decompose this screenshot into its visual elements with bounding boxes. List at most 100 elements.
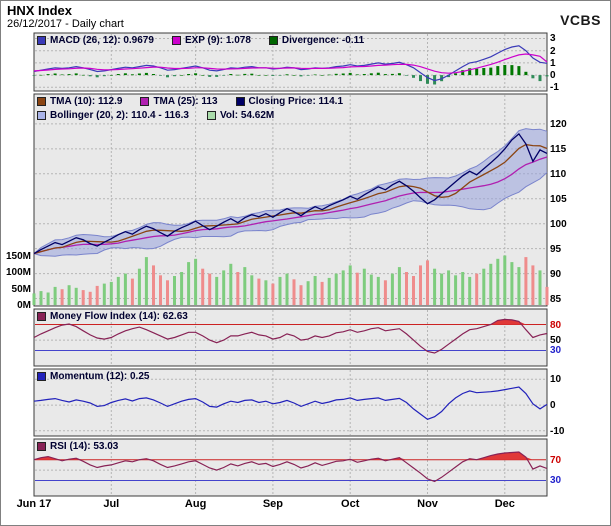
divergence-histogram-bar (159, 75, 162, 76)
divergence-histogram-bar (116, 74, 120, 76)
volume-bar (250, 275, 254, 305)
mfi-y-tick-label: 30 (550, 345, 562, 357)
divergence-histogram-bar (524, 71, 528, 76)
volume-bar (257, 278, 261, 305)
legend-item: Closing Price: 114.1 (235, 96, 343, 107)
price-y-tick-label: 100 (550, 218, 567, 230)
volume-bar (419, 265, 422, 305)
divergence-histogram-bar (194, 73, 198, 76)
divergence-histogram-bar (180, 75, 184, 76)
divergence-histogram-bar (510, 65, 514, 76)
divergence-histogram-bar (137, 73, 141, 76)
price-y-tick-label: 85 (550, 293, 562, 305)
divergence-histogram-bar (299, 75, 303, 77)
volume-bar (222, 270, 226, 305)
volume-bar (531, 265, 535, 305)
divergence-histogram-bar (166, 75, 169, 78)
divergence-histogram-bar (74, 73, 78, 76)
divergence-histogram-bar (32, 75, 36, 76)
volume-bar (102, 283, 106, 305)
divergence-histogram-bar (454, 73, 458, 76)
volume-bar (433, 268, 437, 305)
volume-bar (524, 257, 528, 305)
divergence-histogram-bar (229, 74, 233, 76)
volume-bar (159, 275, 162, 305)
divergence-histogram-bar (348, 72, 352, 76)
divergence-histogram-bar (362, 74, 366, 76)
legend-item: Bollinger (20, 2): 110.4 - 116.3 (37, 110, 189, 121)
divergence-histogram-bar (250, 73, 254, 76)
divergence-histogram-bar (341, 73, 345, 76)
bollinger-band (34, 128, 547, 257)
volume-bar (152, 265, 155, 305)
divergence-histogram-bar (271, 75, 275, 76)
divergence-histogram-bar (187, 74, 191, 76)
volume-bar (320, 281, 324, 305)
divergence-histogram-bar (461, 70, 465, 76)
macd-y-tick-label: 3 (550, 33, 556, 45)
volume-bar (201, 268, 205, 305)
mfi-y-tick-label: 50 (550, 335, 562, 347)
volume-bar (95, 285, 99, 305)
legend-row-main2: Bollinger (20, 2): 110.4 - 116.3 Vol: 54.… (37, 110, 274, 121)
rsi-line (33, 451, 548, 483)
volume-bar (137, 268, 141, 305)
divergence-histogram-bar (503, 65, 507, 76)
divergence-histogram-bar (53, 73, 57, 76)
divergence-histogram-bar (130, 74, 134, 76)
divergence-histogram-bar (95, 75, 99, 78)
volume-bar (278, 276, 282, 305)
volume-bar (292, 279, 296, 305)
divergence-histogram-bar (468, 68, 472, 76)
volume-bar (187, 262, 191, 305)
price-y-tick-label: 120 (550, 118, 567, 130)
volume-bar (32, 293, 36, 305)
volume-bar (39, 291, 43, 305)
legend-item: EXP (9): 1.078 (171, 35, 251, 46)
legend-label: Money Flow Index (14): 62.63 (50, 311, 188, 322)
legend-item: Momentum (12): 0.25 (37, 371, 149, 382)
legend-item: Money Flow Index (14): 62.63 (37, 311, 188, 322)
legend-swatch-icon (37, 442, 46, 451)
volume-bar (390, 273, 394, 305)
volume-y-tick-label: 0M (17, 300, 31, 311)
divergence-histogram-bar (482, 68, 486, 76)
volume-bar (355, 272, 359, 305)
volume-bar (341, 270, 345, 305)
divergence-histogram-bar (39, 74, 43, 76)
rsi-y-tick-label: 30 (550, 475, 562, 487)
divergence-histogram-bar (257, 75, 261, 76)
legend-item: TMA (25): 113 (140, 96, 218, 107)
divergence-histogram-bar (144, 72, 148, 76)
divergence-histogram-bar (243, 73, 247, 76)
legend-item: RSI (14): 53.03 (37, 441, 118, 452)
closing-price-line (33, 132, 548, 255)
volume-bar (405, 272, 408, 305)
rsi-overbought-fill (34, 452, 547, 460)
volume-bar (334, 273, 338, 305)
volume-bar (503, 255, 507, 305)
divergence-histogram-bar (292, 75, 296, 76)
divergence-histogram-bar (405, 75, 408, 76)
momentum-y-tick-label: 0 (550, 400, 556, 412)
legend-label: Divergence: -0.11 (281, 35, 365, 46)
legend-swatch-icon (268, 36, 278, 45)
volume-bar (81, 290, 85, 305)
legend-swatch-icon (37, 97, 46, 106)
legend-row-mfi: Money Flow Index (14): 62.63 (37, 311, 188, 322)
legend-label: Vol: 54.62M (219, 110, 275, 121)
volume-bar (243, 267, 247, 306)
divergence-histogram-bar (369, 73, 373, 76)
momentum-y-tick-label: -10 (550, 425, 565, 437)
volume-bar (46, 292, 50, 305)
divergence-histogram-bar (46, 74, 50, 76)
volume-bar (468, 276, 472, 305)
exp-signal-line (33, 53, 548, 74)
volume-bar (496, 258, 500, 305)
legend-label: TMA (10): 112.9 (50, 96, 123, 107)
volume-bar (264, 280, 268, 306)
volume-bar (545, 286, 549, 306)
legend-label: RSI (14): 53.03 (50, 441, 119, 452)
momentum-line (33, 386, 548, 420)
